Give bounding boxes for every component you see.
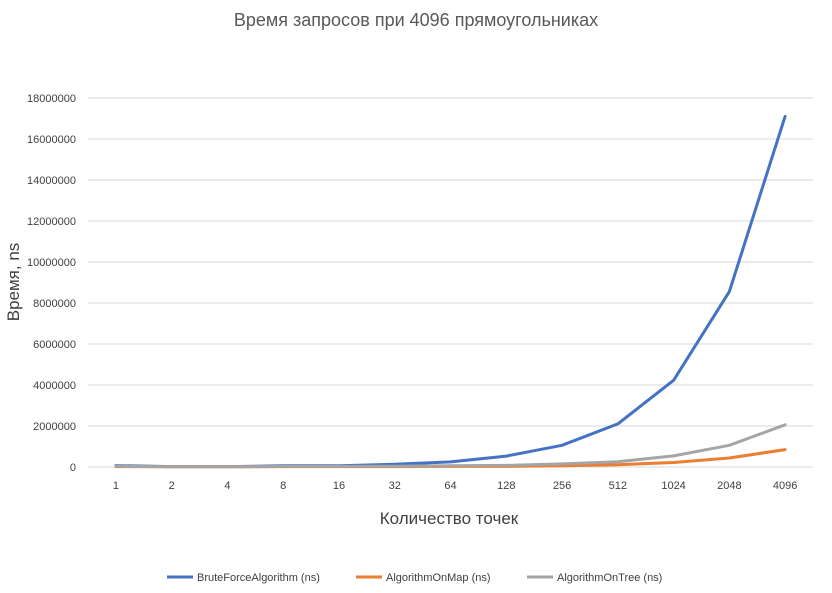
y-tick-label: 16000000: [27, 134, 76, 146]
x-tick-label: 1: [113, 480, 119, 492]
legend: BruteForceAlgorithm (ns) AlgorithmOnMap (…: [167, 572, 662, 584]
y-tick-label: 2000000: [33, 421, 76, 433]
x-tick-label: 64: [444, 480, 456, 492]
legend-label-2: AlgorithmOnMap (ns): [386, 572, 491, 584]
y-tick-label: 10000000: [27, 257, 76, 269]
y-tick-label: 6000000: [33, 339, 76, 351]
y-tick-label: 18000000: [27, 93, 76, 105]
y-tick-label: 12000000: [27, 216, 76, 228]
y-axis-title: Время, ns: [4, 243, 23, 322]
y-tick-label: 14000000: [27, 175, 76, 187]
x-tick-label: 128: [497, 480, 515, 492]
chart-title: Время запросов при 4096 прямоугольниках: [234, 10, 598, 30]
series-line-2: [114, 448, 787, 469]
x-tick-label: 512: [609, 480, 627, 492]
series-line-1: [114, 114, 787, 469]
x-tick-label: 8: [280, 480, 286, 492]
x-tick-label: 4096: [773, 480, 797, 492]
legend-label-3: AlgorithmOnTree (ns): [557, 572, 662, 584]
series-line-3: [114, 423, 787, 469]
x-tick-label: 256: [553, 480, 571, 492]
x-axis-ticks: 1 2 4 8 16 32 64 128 256 512 1024 2048 4096: [113, 480, 798, 492]
y-tick-label: 4000000: [33, 380, 76, 392]
x-tick-label: 16: [333, 480, 345, 492]
series-lines: [114, 114, 787, 469]
x-tick-label: 32: [389, 480, 401, 492]
x-tick-label: 1024: [661, 480, 685, 492]
gridlines: [88, 97, 813, 468]
x-tick-label: 2048: [717, 480, 741, 492]
y-tick-label: 0: [70, 462, 76, 474]
x-tick-label: 2: [169, 480, 175, 492]
y-axis-ticks: 0 2000000 4000000 6000000 8000000 10000000 120…: [27, 93, 76, 474]
legend-label-1: BruteForceAlgorithm (ns): [197, 572, 320, 584]
x-axis-title: Количество точек: [380, 509, 519, 528]
y-tick-label: 8000000: [33, 298, 76, 310]
x-tick-label: 4: [224, 480, 230, 492]
